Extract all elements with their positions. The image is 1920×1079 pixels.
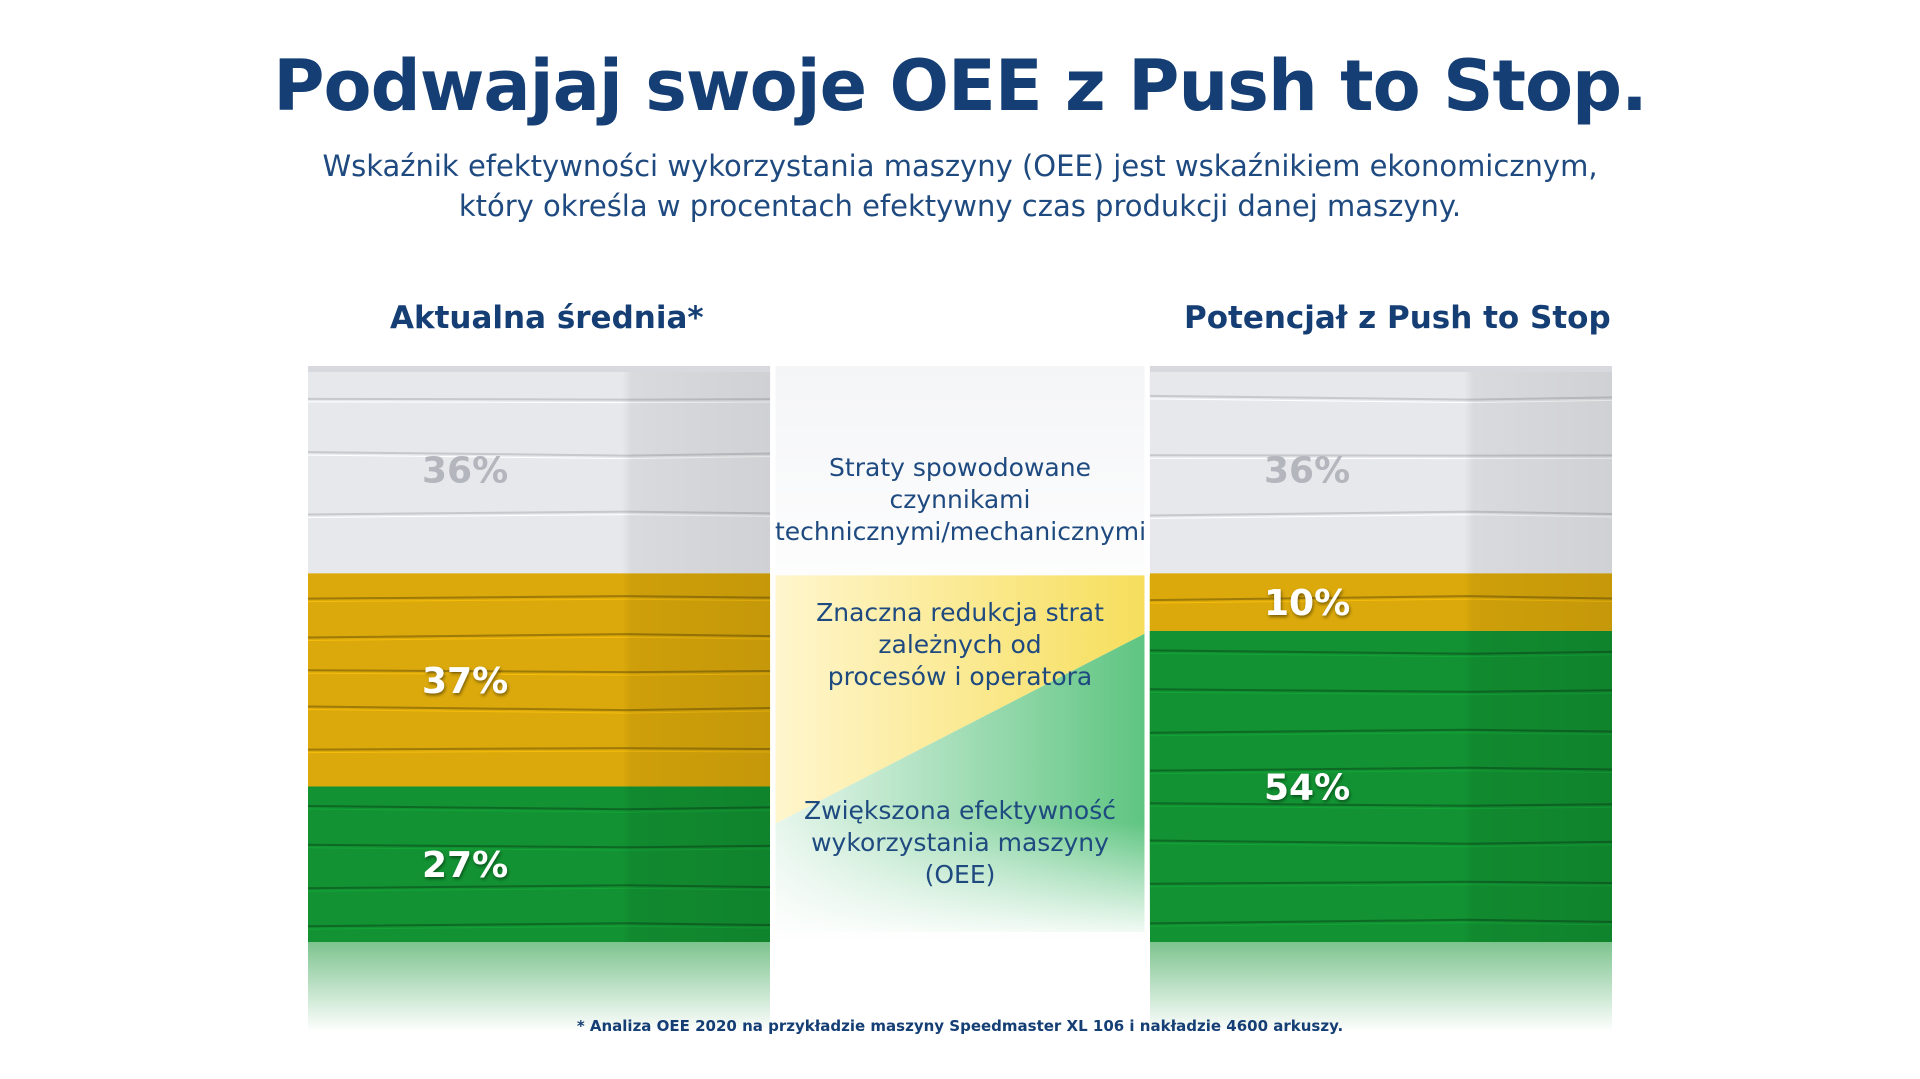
sheet-shade	[1150, 366, 1612, 574]
sheet-stacks	[307, 366, 1613, 1032]
label-1-process: 10%	[1264, 583, 1350, 624]
middle-band	[770, 366, 1150, 1042]
subtitle: Wskaźnik efektywności wykorzystania masz…	[0, 146, 1920, 226]
process-reduction-band	[770, 575, 1150, 827]
stack-top-edge	[308, 366, 770, 372]
page-title: Podwajaj swoje OEE z Push to Stop.	[273, 45, 1648, 127]
label-0-oee: 27%	[422, 845, 508, 886]
oee-increase-label: Zwiększona efektywność wykorzystania mas…	[804, 796, 1116, 889]
label-1-technical: 36%	[1264, 451, 1350, 492]
percent-labels: 36% 37% 27% 36% 10% 54%	[422, 451, 1350, 887]
label-1-oee: 54%	[1264, 767, 1350, 808]
stack-reflection	[308, 942, 770, 1032]
potential-heading: Potencjał z Push to Stop	[1184, 300, 1611, 336]
footnote: * Analiza OEE 2020 na przykładzie maszyn…	[576, 1017, 1344, 1035]
middle-band-fade	[770, 822, 1150, 942]
sheet-shade	[1150, 573, 1612, 631]
current-average-heading: Aktualna średnia*	[390, 300, 704, 336]
subtitle-line-2: który określa w procentach efektywny cza…	[458, 189, 1462, 223]
sheet-shade	[308, 786, 770, 942]
subtitle-line-1: Wskaźnik efektywności wykorzystania masz…	[322, 149, 1598, 183]
technical-losses-label: Straty spowodowane czynnikami techniczny…	[775, 453, 1147, 546]
stack-top-edge	[1150, 366, 1612, 372]
sheet-shade	[308, 573, 770, 787]
sheet-shade	[1150, 630, 1612, 942]
label-0-process: 37%	[422, 661, 508, 702]
sheet-shade	[308, 366, 770, 574]
stack-reflection	[1150, 942, 1612, 1032]
process-losses-label: Znaczna redukcja strat zależnych od proc…	[816, 598, 1104, 691]
label-0-technical: 36%	[422, 451, 508, 492]
